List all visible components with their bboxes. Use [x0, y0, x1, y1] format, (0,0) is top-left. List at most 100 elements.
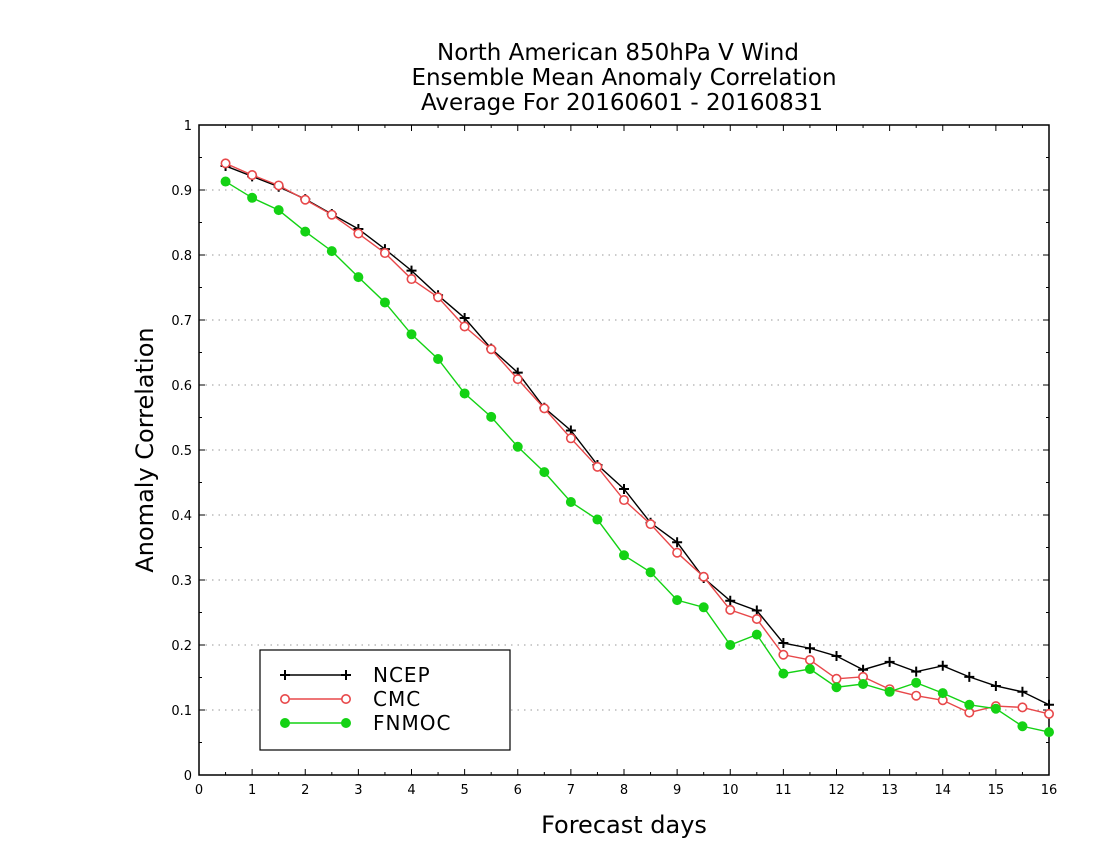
data-point-ncep-21: [778, 638, 789, 649]
chart-title-line-1: North American 850hPa V Wind: [437, 40, 799, 66]
x-tick-label-2: 2: [301, 783, 309, 798]
legend-marker-start-ncep: [280, 670, 290, 680]
data-point-cmc-8: [433, 292, 444, 303]
legend-marker-end-fnmoc: [341, 718, 351, 728]
data-point-fnmoc-31: [1044, 727, 1054, 738]
data-point-fnmoc-14: [592, 514, 603, 525]
data-point-fnmoc-18: [698, 602, 709, 613]
data-point-fnmoc-10: [486, 411, 497, 422]
data-point-fnmoc-21: [778, 668, 789, 679]
data-point-ncep-27: [937, 660, 948, 671]
x-tick-label-4: 4: [407, 783, 415, 798]
data-point-cmc-4: [326, 209, 337, 220]
data-point-cmc-19: [725, 604, 736, 615]
chart-title-line-2: Ensemble Mean Anomaly Correlation: [411, 65, 836, 91]
data-point-cmc-21: [778, 649, 789, 660]
data-point-ncep-9: [459, 313, 470, 324]
data-point-fnmoc-26: [911, 677, 922, 688]
data-point-ncep-30: [1017, 686, 1028, 697]
y-tick-label-8: 0.8: [171, 249, 192, 264]
data-point-cmc-17: [672, 547, 683, 558]
data-point-cmc-14: [592, 461, 603, 472]
x-tick-label-3: 3: [354, 783, 362, 798]
chart-title-line-3: Average For 20160601 - 20160831: [421, 90, 823, 116]
data-point-fnmoc-17: [672, 595, 683, 606]
data-point-fnmoc-5: [353, 272, 364, 283]
data-point-fnmoc-2: [273, 205, 284, 216]
data-point-cmc-26: [911, 690, 922, 701]
data-point-ncep-31: [1044, 699, 1054, 710]
data-point-fnmoc-11: [512, 441, 523, 452]
data-point-cmc-15: [618, 495, 629, 506]
data-point-cmc-18: [698, 571, 709, 582]
data-point-cmc-0: [220, 158, 231, 169]
x-tick-label-1: 1: [248, 783, 256, 798]
data-point-ncep-7: [406, 265, 417, 276]
x-tick-label-11: 11: [775, 783, 792, 798]
data-point-fnmoc-20: [751, 629, 762, 640]
data-point-ncep-22: [804, 643, 815, 654]
data-point-cmc-13: [565, 433, 576, 444]
data-point-ncep-19: [725, 595, 736, 606]
data-point-fnmoc-24: [858, 679, 869, 689]
data-point-fnmoc-13: [565, 497, 576, 507]
y-tick-label-2: 0.2: [171, 639, 192, 654]
series-fnmoc: [220, 176, 1054, 738]
data-point-cmc-9: [459, 321, 470, 332]
x-tick-label-16: 16: [1041, 783, 1058, 798]
data-point-fnmoc-8: [433, 354, 444, 364]
data-point-fnmoc-0: [220, 176, 231, 187]
data-point-ncep-26: [911, 666, 922, 677]
data-point-ncep-25: [884, 656, 895, 667]
data-point-cmc-31: [1044, 708, 1055, 719]
y-axis-label: Anomaly Correlation: [131, 327, 159, 572]
y-tick-label-5: 0.5: [171, 444, 192, 459]
x-tick-label-7: 7: [567, 783, 575, 798]
series-line-cmc: [225, 162, 1050, 715]
data-point-fnmoc-23: [831, 682, 842, 693]
legend-label-fnmoc: FNMOC: [373, 711, 451, 735]
data-point-fnmoc-7: [406, 329, 417, 340]
data-point-ncep-15: [619, 484, 629, 494]
data-point-cmc-6: [379, 248, 390, 259]
legend-marker-start-cmc: [279, 693, 290, 704]
x-tick-label-9: 9: [673, 783, 681, 798]
legend-label-ncep: NCEP: [373, 663, 431, 687]
x-tick-label-15: 15: [988, 783, 1005, 798]
legend-label-cmc: CMC: [373, 687, 421, 711]
data-point-fnmoc-29: [990, 703, 1001, 714]
x-tick-label-12: 12: [828, 783, 845, 798]
data-point-cmc-16: [645, 519, 656, 530]
x-tick-label-14: 14: [934, 783, 951, 798]
grid-lines: [199, 189, 1049, 711]
legend-marker-end-cmc: [340, 693, 351, 704]
data-point-fnmoc-6: [379, 297, 390, 308]
y-tick-label-7: 0.7: [171, 314, 192, 329]
x-axis-label: Forecast days: [541, 811, 707, 839]
data-point-fnmoc-19: [725, 640, 736, 650]
data-point-cmc-1: [247, 170, 258, 181]
data-point-fnmoc-12: [539, 467, 550, 478]
data-point-fnmoc-22: [804, 664, 815, 675]
data-point-cmc-10: [486, 344, 497, 355]
x-tick-label-10: 10: [722, 783, 739, 798]
y-tick-label-1: 0.1: [171, 704, 192, 719]
y-tick-label-3: 0.3: [171, 574, 192, 589]
data-point-cmc-20: [751, 613, 762, 624]
data-point-cmc-2: [273, 180, 284, 191]
series-cmc: [220, 158, 1055, 719]
series: [220, 158, 1055, 738]
x-tick-label-13: 13: [881, 783, 898, 798]
data-point-fnmoc-30: [1017, 721, 1028, 732]
data-point-fnmoc-3: [300, 226, 311, 237]
data-point-cmc-22: [804, 654, 815, 665]
data-point-cmc-7: [406, 274, 417, 285]
data-point-cmc-5: [353, 228, 364, 239]
data-point-fnmoc-25: [884, 686, 895, 697]
data-point-fnmoc-1: [247, 192, 258, 203]
data-point-fnmoc-9: [459, 388, 470, 399]
x-tick-label-5: 5: [460, 783, 468, 798]
